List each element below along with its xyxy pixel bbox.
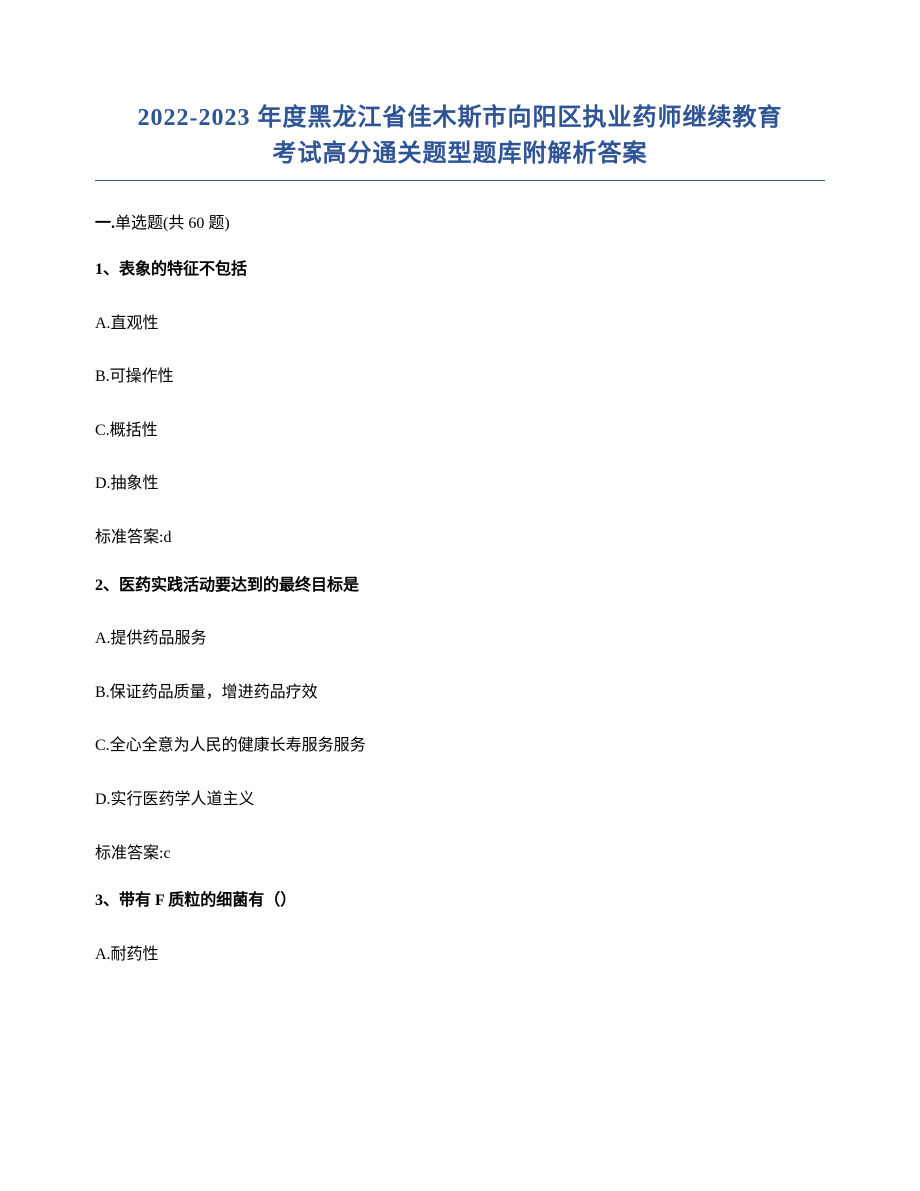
question-body: 医药实践活动要达到的最终目标是 bbox=[119, 577, 359, 594]
question-3: 3、带有 F 质粒的细菌有（） A.耐药性 bbox=[95, 888, 825, 967]
option-a: A.提供药品服务 bbox=[95, 626, 825, 652]
answer-value: d bbox=[163, 529, 171, 546]
option-a: A.耐药性 bbox=[95, 942, 825, 968]
option-d: D.实行医药学人道主义 bbox=[95, 787, 825, 813]
question-2: 2、医药实践活动要达到的最终目标是 A.提供药品服务 B.保证药品质量，增进药品… bbox=[95, 573, 825, 867]
option-b: B.保证药品质量，增进药品疗效 bbox=[95, 680, 825, 706]
answer-value: c bbox=[163, 845, 170, 862]
answer-label: 标准答案: bbox=[95, 845, 163, 862]
title-line-1: 2022-2023 年度黑龙江省佳木斯市向阳区执业药师继续教育 bbox=[95, 100, 825, 136]
document-title: 2022-2023 年度黑龙江省佳木斯市向阳区执业药师继续教育 考试高分通关题型… bbox=[95, 100, 825, 172]
question-body: 带有 F 质粒的细菌有（） bbox=[119, 892, 296, 909]
option-d: D.抽象性 bbox=[95, 471, 825, 497]
option-a: A.直观性 bbox=[95, 311, 825, 337]
question-stem: 3、带有 F 质粒的细菌有（） bbox=[95, 888, 825, 914]
title-underline bbox=[95, 180, 825, 181]
answer-line: 标准答案:d bbox=[95, 525, 825, 551]
section-header: 一.单选题(共 60 题) bbox=[95, 209, 825, 233]
answer-label: 标准答案: bbox=[95, 529, 163, 546]
section-label: 单选题(共 60 题) bbox=[115, 215, 230, 232]
section-prefix: 一. bbox=[95, 215, 115, 232]
option-c: C.全心全意为人民的健康长寿服务服务 bbox=[95, 733, 825, 759]
option-c: C.概括性 bbox=[95, 418, 825, 444]
option-b: B.可操作性 bbox=[95, 364, 825, 390]
question-1: 1、表象的特征不包括 A.直观性 B.可操作性 C.概括性 D.抽象性 标准答案… bbox=[95, 257, 825, 551]
question-number: 3、 bbox=[95, 892, 119, 909]
question-body: 表象的特征不包括 bbox=[119, 261, 247, 278]
question-number: 1、 bbox=[95, 261, 119, 278]
question-number: 2、 bbox=[95, 577, 119, 594]
answer-line: 标准答案:c bbox=[95, 841, 825, 867]
question-stem: 2、医药实践活动要达到的最终目标是 bbox=[95, 573, 825, 599]
title-line-2: 考试高分通关题型题库附解析答案 bbox=[95, 136, 825, 172]
question-stem: 1、表象的特征不包括 bbox=[95, 257, 825, 283]
